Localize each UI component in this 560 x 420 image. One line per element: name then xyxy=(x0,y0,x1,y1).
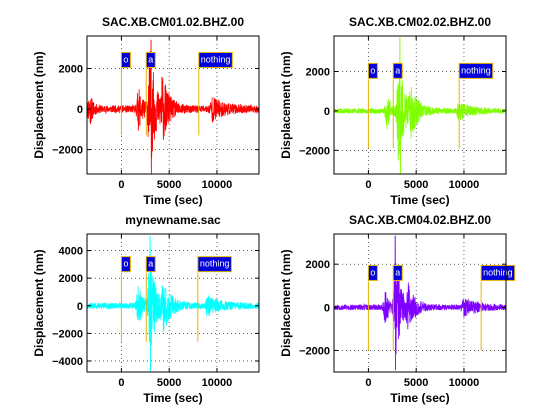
x-tick-label: 10000 xyxy=(449,377,480,389)
pick-marker-label: o xyxy=(370,65,375,75)
waveform-trace xyxy=(87,39,259,174)
y-tick-label: −2000 xyxy=(52,145,83,157)
pick-marker-flag xyxy=(392,264,403,281)
pick-marker-label: a xyxy=(395,267,400,277)
x-tick-label: 5000 xyxy=(404,179,428,191)
subplot-3: o a nothing 0 5000 10000 −4000 −2000 0 2000 4000 my… xyxy=(32,213,260,405)
pick-marker-flag xyxy=(145,256,156,273)
y-tick-label: 0 xyxy=(77,104,83,116)
pick-marker-flag xyxy=(120,51,131,68)
x-tick-label: 10000 xyxy=(449,179,480,191)
y-tick-label: 0 xyxy=(324,106,330,118)
pick-marker-label: o xyxy=(123,54,128,64)
pick-marker-flag xyxy=(392,62,403,79)
pick-marker-label: nothing xyxy=(461,65,491,75)
x-axis-label: Time (sec) xyxy=(143,193,202,207)
y-tick-label: 2000 xyxy=(59,273,83,285)
pick-marker-flag xyxy=(367,62,378,79)
x-tick-label: 0 xyxy=(118,377,124,389)
pick-marker-label: o xyxy=(123,259,128,269)
y-tick-label: 2000 xyxy=(306,66,330,78)
x-tick-label: 5000 xyxy=(157,179,181,191)
pick-marker-flag xyxy=(458,62,494,79)
subplot-title: mynewname.sac xyxy=(125,213,221,227)
y-axis-label: Displacement (nm) xyxy=(279,51,293,158)
waveform-trace xyxy=(334,235,506,371)
axes-frame xyxy=(86,233,260,373)
pick-marker-label: nothing xyxy=(200,259,230,269)
subplot-title: SAC.XB.CM01.02.BHZ.00 xyxy=(102,15,244,29)
y-tick-label: 4000 xyxy=(59,246,83,258)
subplot-2: o a nothing 0 5000 10000 −2000 0 2000 SAC.XB.CM02… xyxy=(279,15,507,207)
pick-marker-flag xyxy=(198,51,233,68)
subplot-1: o a nothing 0 5000 10000 −2000 0 2000 SAC.XB.CM01… xyxy=(32,15,260,207)
x-tick-label: 0 xyxy=(118,179,124,191)
x-tick-label: 5000 xyxy=(157,377,181,389)
waveform-trace xyxy=(334,37,506,174)
x-tick-label: 5000 xyxy=(404,377,428,389)
subplot-4: o a nothing 0 5000 10000 −2000 0 2000 SAC.XB.CM04… xyxy=(279,213,516,405)
x-axis-label: Time (sec) xyxy=(390,391,449,405)
y-axis-label: Displacement (nm) xyxy=(32,51,46,158)
x-tick-label: 0 xyxy=(365,179,371,191)
y-tick-label: −2000 xyxy=(299,145,330,157)
y-axis-label: Displacement (nm) xyxy=(279,249,293,356)
pick-marker-flag xyxy=(197,256,232,273)
axes-frame xyxy=(333,233,507,373)
pick-marker-flag xyxy=(367,264,378,281)
pick-marker-label: a xyxy=(395,65,400,75)
x-tick-label: 0 xyxy=(365,377,371,389)
pick-marker-label: nothing xyxy=(201,54,231,64)
y-tick-label: −2000 xyxy=(52,328,83,340)
x-axis-label: Time (sec) xyxy=(143,391,202,405)
y-tick-label: 2000 xyxy=(59,63,83,75)
pick-marker-flag xyxy=(120,256,131,273)
pick-marker-label: a xyxy=(148,259,153,269)
pick-marker-label: nothing xyxy=(483,267,513,277)
axes-frame xyxy=(86,35,260,175)
y-tick-label: 0 xyxy=(324,302,330,314)
axes-frame xyxy=(333,35,507,175)
waveform-trace xyxy=(87,236,259,372)
pick-marker-flag xyxy=(145,51,156,68)
subplot-title: SAC.XB.CM04.02.BHZ.00 xyxy=(349,213,491,227)
pick-marker-label: a xyxy=(148,54,153,64)
y-tick-label: 2000 xyxy=(306,259,330,271)
y-tick-label: −4000 xyxy=(52,356,83,368)
x-axis-label: Time (sec) xyxy=(390,193,449,207)
pick-marker-label: o xyxy=(370,267,375,277)
x-tick-label: 10000 xyxy=(202,179,233,191)
subplot-title: SAC.XB.CM02.02.BHZ.00 xyxy=(349,15,491,29)
y-tick-label: 0 xyxy=(77,301,83,313)
y-tick-label: −2000 xyxy=(299,345,330,357)
x-tick-label: 10000 xyxy=(202,377,233,389)
y-axis-label: Displacement (nm) xyxy=(32,249,46,356)
